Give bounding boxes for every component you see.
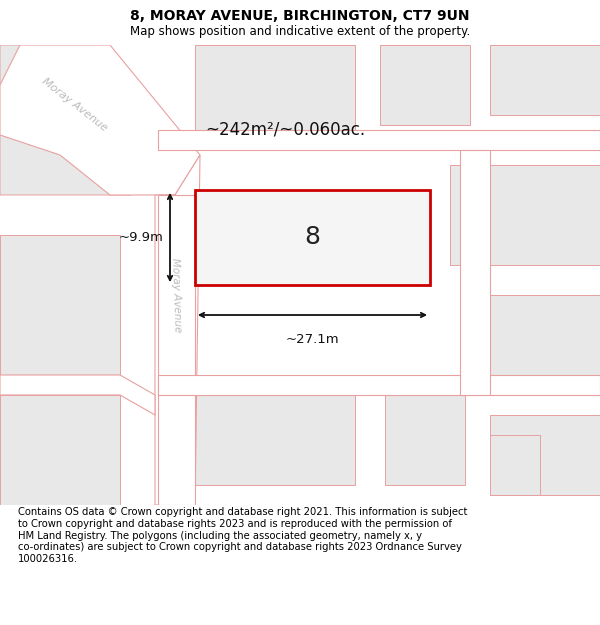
Text: 8: 8	[305, 226, 320, 249]
Bar	[385, 390, 465, 485]
Bar	[490, 435, 540, 495]
Text: ~27.1m: ~27.1m	[286, 333, 340, 346]
Polygon shape	[0, 45, 200, 195]
Polygon shape	[460, 150, 490, 395]
Polygon shape	[0, 375, 155, 415]
Bar	[490, 415, 600, 495]
Bar	[195, 45, 355, 135]
Text: Moray Avenue: Moray Avenue	[170, 258, 182, 332]
Polygon shape	[158, 375, 600, 395]
Text: ~9.9m: ~9.9m	[119, 231, 164, 244]
Text: 8, MORAY AVENUE, BIRCHINGTON, CT7 9UN: 8, MORAY AVENUE, BIRCHINGTON, CT7 9UN	[130, 9, 470, 23]
Text: ~242m²/~0.060ac.: ~242m²/~0.060ac.	[205, 121, 365, 139]
Bar	[380, 45, 470, 125]
Bar	[490, 295, 600, 385]
Text: Map shows position and indicative extent of the property.: Map shows position and indicative extent…	[130, 25, 470, 38]
Bar	[0, 395, 120, 505]
Bar	[490, 45, 600, 115]
Polygon shape	[158, 130, 600, 150]
Bar	[195, 190, 430, 285]
Bar	[0, 235, 120, 375]
Bar	[195, 390, 355, 485]
Text: Moray Avenue: Moray Avenue	[40, 76, 110, 134]
Polygon shape	[155, 155, 200, 505]
Text: Contains OS data © Crown copyright and database right 2021. This information is : Contains OS data © Crown copyright and d…	[18, 508, 467, 564]
Polygon shape	[158, 195, 195, 505]
Bar	[450, 165, 600, 265]
Polygon shape	[0, 45, 155, 195]
